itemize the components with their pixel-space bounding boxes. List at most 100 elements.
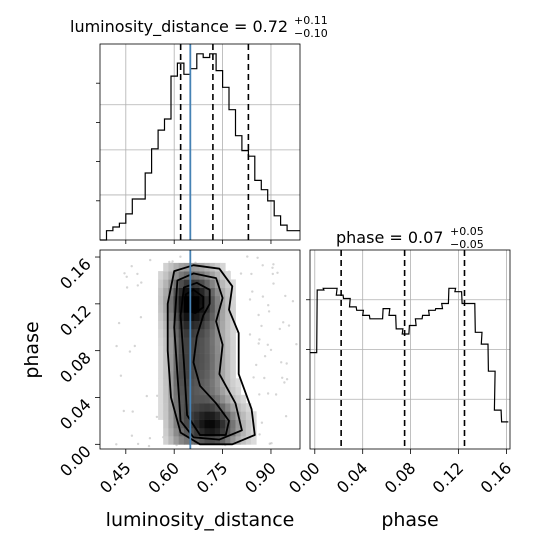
density-cell [220, 271, 226, 280]
density-cell [225, 312, 231, 321]
density-cell [158, 279, 164, 288]
sample-point [139, 316, 143, 319]
density-cell [245, 436, 252, 445]
density-cell [194, 361, 200, 371]
sample-point [260, 421, 264, 424]
density-cell [251, 436, 257, 445]
density-cell [199, 419, 205, 429]
density-cell [245, 427, 252, 437]
density-cell [194, 345, 200, 354]
density-cell [163, 419, 169, 429]
density-cell [220, 262, 226, 272]
density-cell [245, 419, 252, 429]
density-cell [189, 262, 195, 272]
density-cell [194, 295, 200, 305]
density-cell [214, 386, 221, 396]
density-cell [225, 320, 231, 330]
density-cell [173, 262, 180, 272]
density-cell [240, 411, 247, 420]
density-cell [225, 337, 231, 346]
density-cell [220, 370, 226, 379]
luminosity-distance-title-sup: +0.11 [294, 14, 328, 27]
density-cell [220, 287, 226, 297]
density-cell [230, 279, 236, 288]
density-cell [199, 361, 205, 371]
phase-ytick-label-4: 0.16 [56, 254, 95, 293]
density-cell [199, 411, 205, 420]
density-cell [214, 419, 221, 429]
density-cell [220, 394, 226, 404]
density-cell [204, 328, 211, 338]
density-cell [158, 394, 164, 404]
density-cell [183, 378, 190, 387]
phase-title-sub: −0.05 [450, 238, 484, 251]
sample-point [156, 394, 159, 397]
density-cell [240, 403, 247, 412]
density-cell [189, 304, 195, 313]
density-cell [173, 436, 180, 445]
lum-xtick-label-0: 0.45 [96, 458, 135, 497]
density-cell [209, 427, 216, 437]
density-cell [225, 403, 231, 412]
sample-point [285, 362, 288, 365]
density-cell [204, 295, 211, 305]
density-cell [178, 295, 185, 305]
density-cell [194, 262, 200, 272]
density-cell [168, 295, 174, 305]
density-cell [214, 337, 221, 346]
density-cell [178, 361, 185, 371]
sample-point [136, 272, 139, 276]
contour-2 [179, 281, 230, 436]
density-cell [173, 386, 180, 396]
density-cell [240, 419, 247, 429]
density-cell [204, 279, 211, 288]
density-cell [194, 411, 200, 420]
density-cell [168, 304, 174, 313]
sample-point [271, 266, 274, 269]
density-cell [204, 312, 211, 321]
sample-point [261, 295, 265, 298]
density-cell [163, 287, 169, 297]
luminosity-distance-histogram [100, 53, 300, 241]
density-cell [189, 427, 195, 437]
grid-layer [100, 44, 510, 449]
density-cell [178, 337, 185, 346]
sample-point [136, 442, 140, 446]
density-cell [199, 386, 205, 396]
density-cell [204, 361, 211, 371]
density-cell [168, 320, 174, 330]
density-cell [199, 370, 205, 379]
density-cell [204, 378, 211, 387]
sample-point [168, 260, 171, 264]
density-cell [209, 320, 216, 330]
sample-point [261, 264, 264, 267]
sample-point [272, 263, 275, 266]
density-cell [220, 411, 226, 420]
density-cell [189, 361, 195, 371]
density-cell [158, 345, 164, 354]
sample-point [130, 434, 134, 437]
density-cell [199, 320, 205, 330]
density-cell [230, 337, 236, 346]
density-cell [163, 271, 169, 280]
density-cell [163, 279, 169, 288]
y-axis-label-phase: phase [21, 321, 43, 378]
sample-point [122, 409, 126, 413]
phase-ytick-label-3: 0.12 [56, 301, 95, 340]
density-cell [163, 312, 169, 321]
density-cell [220, 279, 226, 288]
density-cell [199, 378, 205, 387]
sample-point [131, 410, 134, 413]
quantile-lines [179, 44, 466, 449]
density-cell [214, 411, 221, 420]
density-cell [163, 394, 169, 404]
density-cell [189, 320, 195, 330]
density-cell [245, 411, 252, 420]
density-cell [235, 419, 242, 429]
sample-point [266, 392, 270, 395]
density-cell [178, 345, 185, 354]
density-cell [173, 320, 180, 330]
sample-point [291, 300, 295, 303]
density-cell [163, 337, 169, 346]
density-cell [220, 436, 226, 445]
